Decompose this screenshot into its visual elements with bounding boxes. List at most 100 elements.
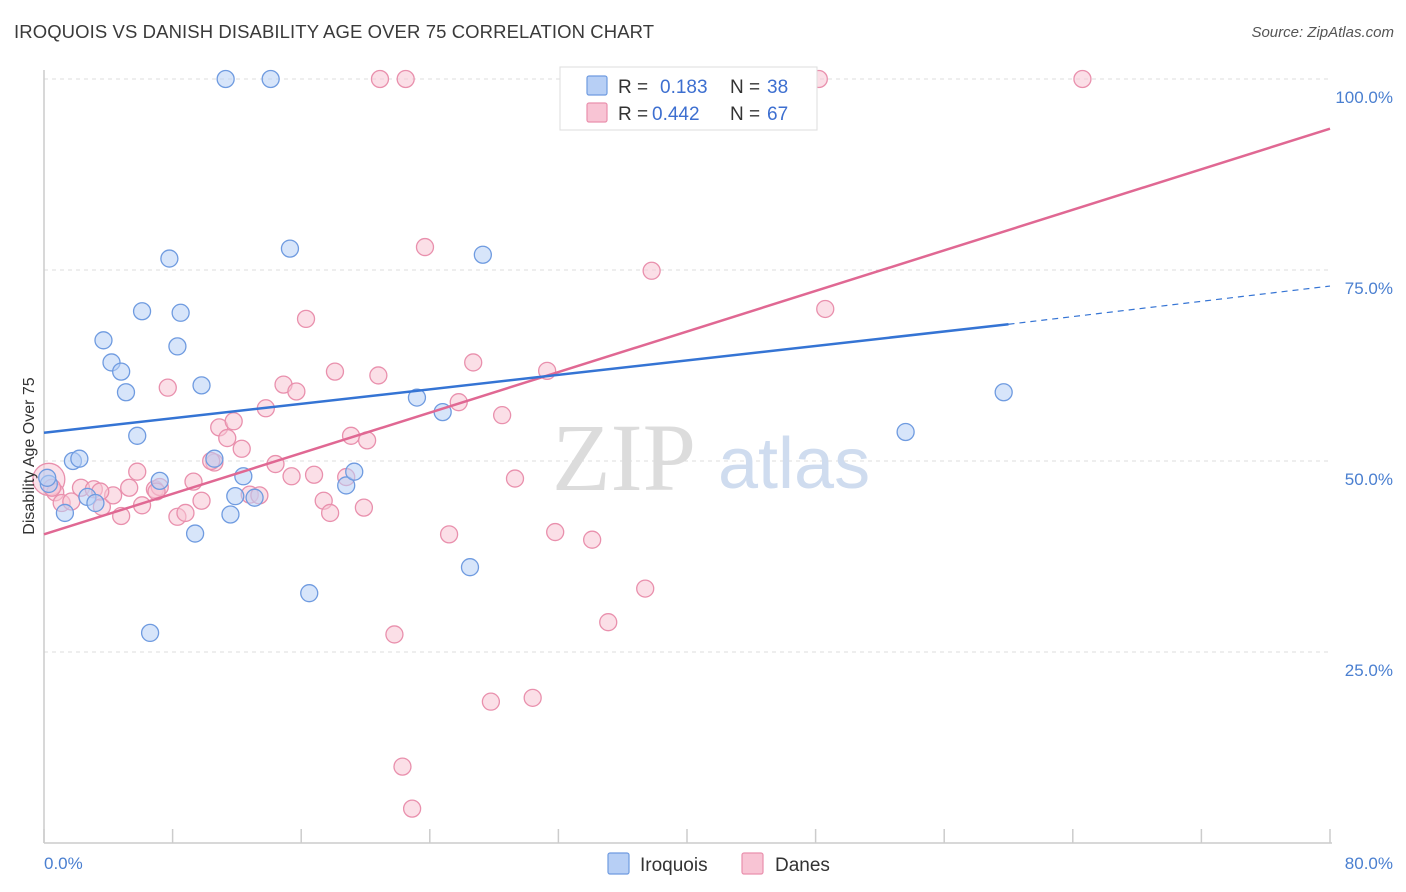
- danes-point-35: [325, 362, 345, 381]
- legend-swatch-iroquois: [586, 75, 608, 96]
- iroquois-point-22: [226, 486, 245, 506]
- legend-n-label-iroquois: N =: [730, 77, 760, 98]
- iroquois-point-16: [171, 303, 190, 322]
- iroquois-point-24: [245, 488, 264, 507]
- iroquois-point-19: [205, 449, 224, 468]
- iroquois-point-15: [168, 337, 187, 356]
- iroquois-point-25: [261, 69, 280, 89]
- danes-point-61: [370, 69, 390, 89]
- iroquois-trend-extension: [1008, 285, 1331, 325]
- iroquois-point-37: [38, 468, 57, 487]
- danes-point-32: [304, 465, 324, 484]
- danes-point-10: [128, 462, 147, 481]
- iroquois-point-27: [300, 584, 319, 603]
- danes-point-44: [415, 237, 435, 257]
- iroquois-point-33: [473, 245, 492, 264]
- iroquois-point-3: [70, 449, 89, 468]
- bottom-legend-label-iroquois: Iroquois: [640, 855, 708, 876]
- iroquois-point-9: [116, 383, 136, 402]
- danes-point-58: [816, 299, 835, 319]
- iroquois-points: [38, 69, 1013, 643]
- danes-points: [32, 69, 1092, 818]
- y-tick-label-3: 100.0%: [1335, 88, 1393, 107]
- iroquois-point-6: [94, 331, 113, 350]
- legend-r-label-iroquois: R =: [618, 77, 648, 98]
- danes-point-51: [523, 688, 542, 707]
- x-axis-ticks: [43, 829, 1331, 843]
- iroquois-point-32: [460, 558, 480, 577]
- legend-r-value-danes: 0.442: [652, 104, 700, 125]
- watermark: ZIP atlas: [552, 404, 870, 511]
- y-tick-label-0: 25.0%: [1345, 661, 1393, 680]
- chart-title: IROQUOIS VS DANISH DISABILITY AGE OVER 7…: [14, 21, 655, 42]
- iroquois-point-8: [112, 362, 131, 381]
- iroquois-point-10: [128, 426, 147, 445]
- iroquois-point-12: [140, 623, 160, 643]
- danes-point-21: [218, 428, 237, 448]
- iroquois-trend-line: [43, 323, 1009, 434]
- danes-point-49: [492, 406, 512, 425]
- legend-r-value-iroquois: 0.183: [660, 77, 708, 98]
- x-tick-label-max: 80.0%: [1345, 854, 1393, 873]
- iroquois-point-17: [185, 524, 205, 543]
- y-tick-label-1: 50.0%: [1345, 470, 1393, 489]
- danes-point-47: [464, 353, 483, 372]
- legend-n-value-danes: 67: [767, 104, 788, 125]
- danes-point-55: [599, 613, 618, 632]
- iroquois-point-35: [896, 422, 915, 442]
- danes-trend-line: [43, 127, 1331, 536]
- danes-point-62: [396, 69, 415, 89]
- iroquois-point-30: [407, 388, 427, 407]
- danes-point-16: [176, 503, 195, 523]
- iroquois-point-26: [280, 239, 300, 258]
- iroquois-point-28: [337, 476, 356, 495]
- bottom-legend-swatch-iroquois: [607, 852, 630, 875]
- legend-n-value-iroquois: 38: [767, 77, 788, 98]
- danes-point-34: [320, 503, 340, 523]
- bottom-legend-swatch-danes: [741, 852, 764, 875]
- iroquois-point-13: [150, 471, 169, 491]
- danes-point-41: [385, 625, 404, 644]
- axes: [43, 70, 1332, 844]
- danes-point-9: [120, 478, 139, 497]
- danes-point-56: [636, 579, 655, 598]
- danes-point-43: [402, 799, 422, 818]
- iroquois-point-11: [132, 302, 152, 321]
- series-legend: Iroquois Danes: [607, 852, 830, 876]
- danes-point-42: [393, 757, 412, 776]
- legend-n-label-danes: N =: [730, 104, 760, 125]
- y-tick-labels: 25.0% 50.0% 75.0% 100.0%: [1335, 88, 1393, 680]
- danes-point-18: [192, 491, 211, 510]
- bottom-legend-label-danes: Danes: [775, 855, 830, 876]
- iroquois-point-20: [216, 69, 235, 89]
- danes-point-23: [232, 439, 251, 458]
- y-axis-title: Disability Age Over 75: [21, 377, 38, 535]
- danes-point-45: [439, 525, 459, 544]
- danes-point-54: [583, 530, 602, 549]
- danes-point-29: [282, 467, 301, 486]
- x-tick-label-min: 0.0%: [44, 854, 83, 873]
- danes-point-14: [158, 378, 177, 397]
- danes-point-30: [287, 382, 306, 401]
- gridlines: [44, 78, 1330, 653]
- y-tick-label-2: 75.0%: [1345, 279, 1393, 298]
- iroquois-point-1: [55, 503, 75, 523]
- danes-point-38: [354, 498, 374, 517]
- iroquois-point-21: [221, 505, 240, 524]
- danes-point-46: [449, 393, 468, 412]
- watermark-atlas: atlas: [718, 424, 870, 504]
- iroquois-point-36: [994, 383, 1013, 402]
- trend-lines: [43, 127, 1331, 536]
- danes-point-48: [481, 692, 501, 711]
- danes-point-22: [224, 412, 243, 431]
- danes-point-50: [505, 469, 525, 488]
- source-credit: Source: ZipAtlas.com: [1251, 24, 1394, 41]
- danes-point-53: [546, 522, 565, 542]
- iroquois-point-5: [86, 493, 105, 513]
- legend-r-label-danes: R =: [618, 104, 648, 125]
- legend-swatch-danes: [586, 102, 608, 123]
- danes-point-57: [642, 261, 661, 280]
- danes-point-31: [296, 309, 316, 329]
- danes-point-40: [369, 366, 388, 385]
